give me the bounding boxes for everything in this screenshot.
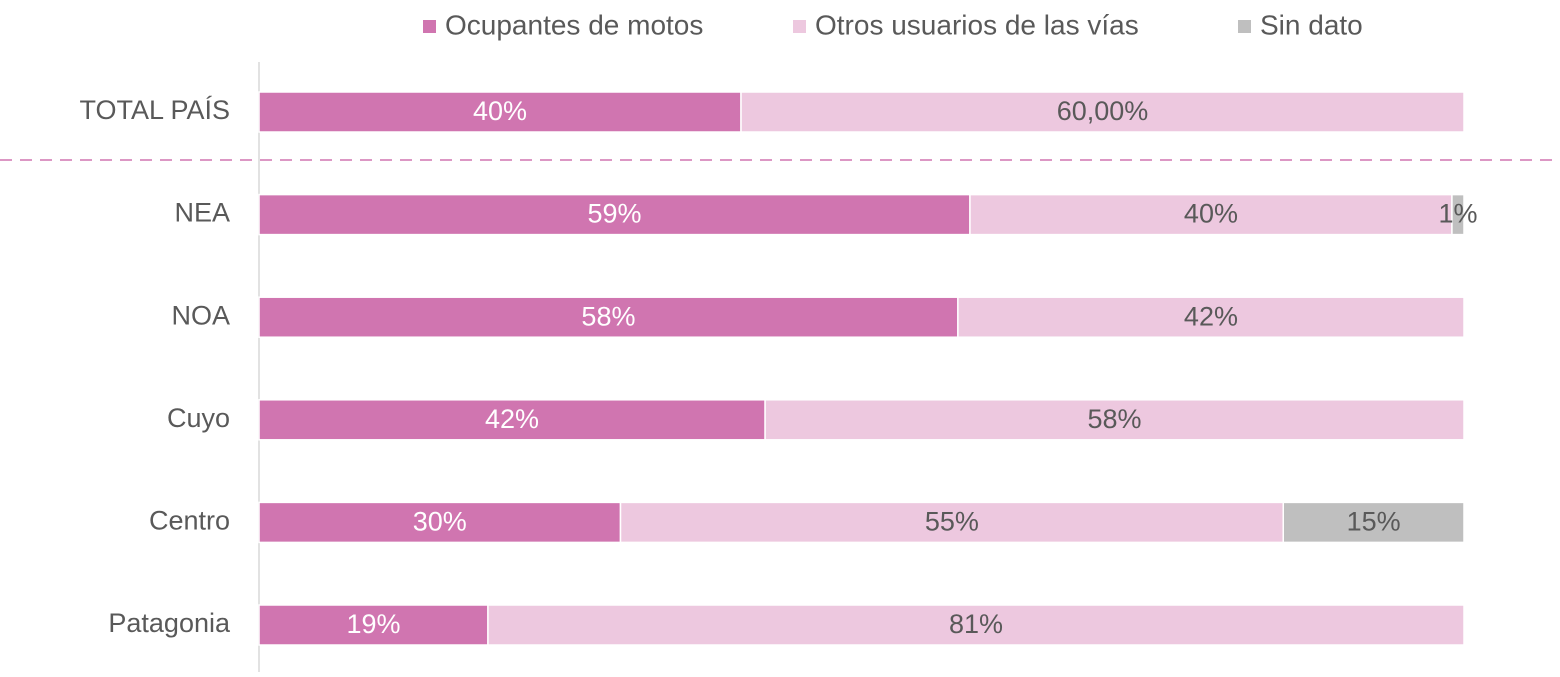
y-tick-label: TOTAL PAÍS [79,95,230,125]
data-label: 1% [1438,199,1477,229]
data-label: 55% [925,507,979,537]
bar-segment [957,296,1465,338]
data-label: 81% [949,609,1003,639]
bar-segment [764,399,1465,441]
data-label: 15% [1347,507,1401,537]
bar-segment [487,604,1465,646]
data-label: 42% [1184,301,1238,331]
data-label: 42% [485,404,539,434]
data-label: 58% [1088,404,1142,434]
bar-segment [1282,501,1465,544]
bar-segment [740,91,1465,133]
bar-segment [258,501,622,544]
bar-segment [258,296,959,338]
y-tick-label: Cuyo [167,403,230,433]
data-label: 19% [346,609,400,639]
legend-swatch [1238,20,1251,33]
y-tick-label: NEA [174,198,230,228]
data-label: 40% [473,96,527,126]
data-label: 60,00% [1057,96,1149,126]
legend-label: Sin dato [1260,9,1363,40]
legend-swatch [423,20,436,33]
data-label: 40% [1184,199,1238,229]
bar-segment [258,193,971,236]
bar-segment [258,91,742,133]
y-tick-label: Patagonia [108,608,231,638]
bar-segment [1451,193,1465,236]
legend-label: Otros usuarios de las vías [815,9,1139,40]
data-label: 30% [413,507,467,537]
data-label: 59% [587,199,641,229]
legend-swatch [793,20,806,33]
y-tick-label: NOA [171,300,230,330]
legend-label: Ocupantes de motos [445,9,703,40]
data-label: 58% [581,301,635,331]
bar-segment [969,193,1453,236]
y-tick-label: Centro [149,506,230,536]
bar-segment [258,399,766,441]
